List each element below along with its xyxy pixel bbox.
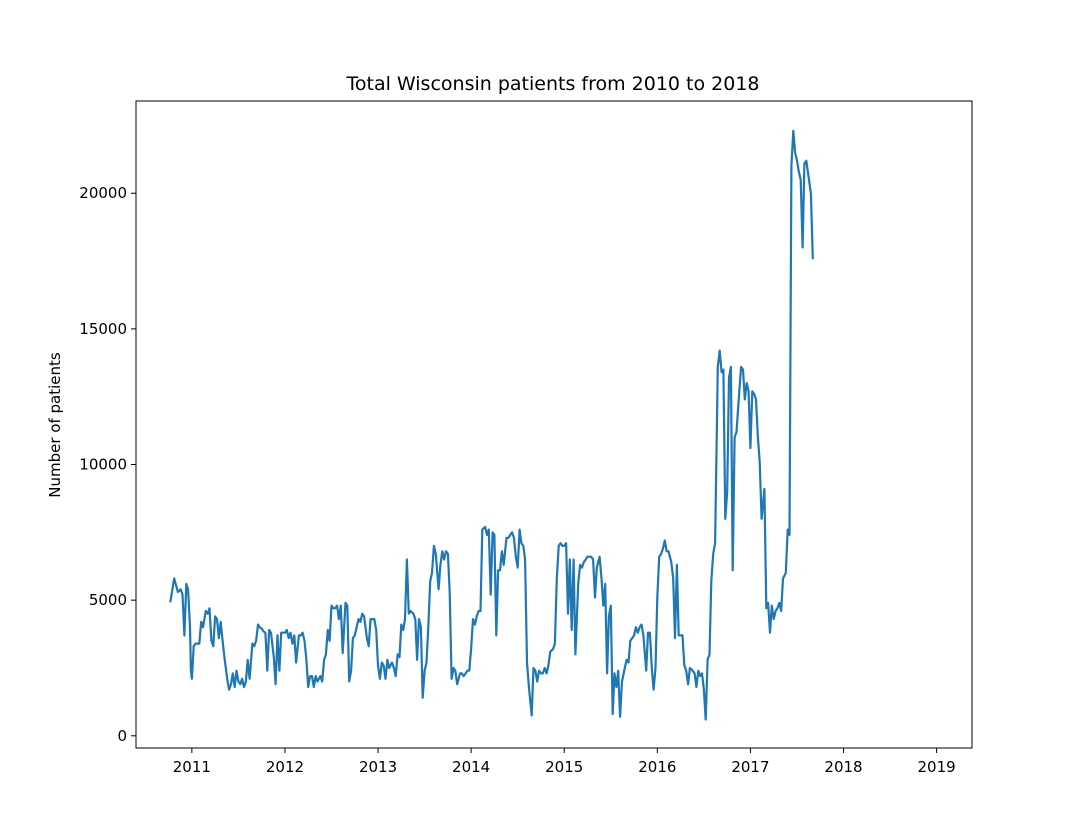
plot-area (169, 129, 814, 721)
x-tick-label: 2015 (545, 758, 583, 776)
x-tick-label: 2014 (452, 758, 490, 776)
y-tick-label: 0 (117, 727, 127, 745)
y-axis-label: Number of patients (46, 352, 64, 498)
x-tick-label: 2019 (918, 758, 956, 776)
x-tick-label: 2013 (359, 758, 397, 776)
y-tick-label: 20000 (79, 184, 127, 202)
x-axis: 2011 2012 2013 2014 2015 2016 2017 2018 2019 (173, 748, 956, 776)
x-tick-label: 2018 (824, 758, 862, 776)
y-tick-label: 5000 (89, 591, 127, 609)
x-tick-label: 2012 (266, 758, 304, 776)
x-tick-label: 2011 (173, 758, 211, 776)
x-tick-label: 2017 (731, 758, 769, 776)
y-tick-label: 10000 (79, 456, 127, 474)
plot-frame (135, 100, 973, 749)
x-tick-label: 2016 (638, 758, 676, 776)
y-tick-label: 15000 (79, 320, 127, 338)
series-line-0 (169, 129, 814, 721)
y-axis: 0 5000 10000 15000 20000 (79, 184, 136, 745)
chart-title: Total Wisconsin patients from 2010 to 20… (346, 73, 760, 95)
